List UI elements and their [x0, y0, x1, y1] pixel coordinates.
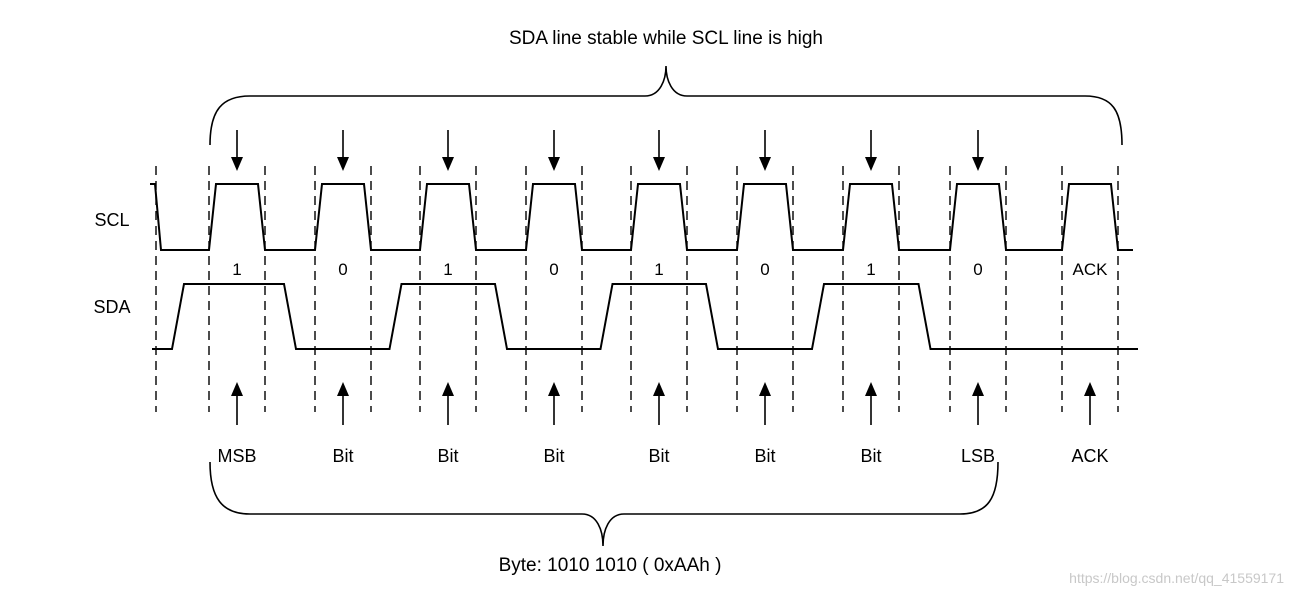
up-arrow-icon [972, 382, 984, 425]
down-arrow-icon [759, 130, 771, 171]
bit-label: Bit [754, 446, 775, 466]
scl-waveform [150, 183, 1133, 251]
bit-value: ACK [1073, 260, 1109, 279]
up-arrow-icon [759, 382, 771, 425]
bit-label: ACK [1071, 446, 1108, 466]
bit-label: LSB [961, 446, 995, 466]
up-arrow-icon [1084, 382, 1096, 425]
sample-arrows-top [231, 130, 984, 171]
bit-value: 0 [549, 260, 558, 279]
bit-label: MSB [217, 446, 256, 466]
down-arrow-icon [865, 130, 877, 171]
top-brace [209, 65, 1123, 146]
bit-labels: MSB Bit Bit Bit Bit Bit Bit LSB ACK [217, 446, 1108, 466]
sda-line [152, 283, 1138, 350]
bit-value: 0 [973, 260, 982, 279]
bit-value: 1 [866, 260, 875, 279]
bottom-caption: Byte: 1010 1010 ( 0xAAh ) [499, 555, 722, 576]
down-arrow-icon [442, 130, 454, 171]
watermark: https://blog.csdn.net/qq_41559171 [1069, 570, 1284, 586]
bit-label: Bit [860, 446, 881, 466]
up-arrow-icon [337, 382, 349, 425]
down-arrow-icon [337, 130, 349, 171]
up-arrow-icon [865, 382, 877, 425]
up-arrow-icon [442, 382, 454, 425]
down-arrow-icon [231, 130, 243, 171]
bit-label: Bit [648, 446, 669, 466]
bit-value: 1 [232, 260, 241, 279]
bit-value: 0 [760, 260, 769, 279]
top-caption: SDA line stable while SCL line is high [509, 28, 823, 49]
bit-label: Bit [437, 446, 458, 466]
timing-guides [155, 166, 1119, 412]
bit-label: Bit [332, 446, 353, 466]
bit-values: 1 0 1 0 1 0 1 0 ACK [232, 260, 1108, 279]
bit-value: 0 [338, 260, 347, 279]
down-arrow-icon [653, 130, 665, 171]
up-arrow-icon [653, 382, 665, 425]
bit-value: 1 [654, 260, 663, 279]
sda-waveform [152, 283, 1138, 350]
up-arrow-icon [548, 382, 560, 425]
up-arrow-icon [231, 382, 243, 425]
bit-value: 1 [443, 260, 452, 279]
scl-label: SCL [94, 210, 129, 230]
bottom-brace [209, 461, 999, 547]
down-arrow-icon [548, 130, 560, 171]
bit-label: Bit [543, 446, 564, 466]
sample-arrows-bottom [231, 382, 1096, 425]
down-arrow-icon [972, 130, 984, 171]
scl-line [150, 183, 1133, 251]
sda-label: SDA [93, 297, 130, 317]
